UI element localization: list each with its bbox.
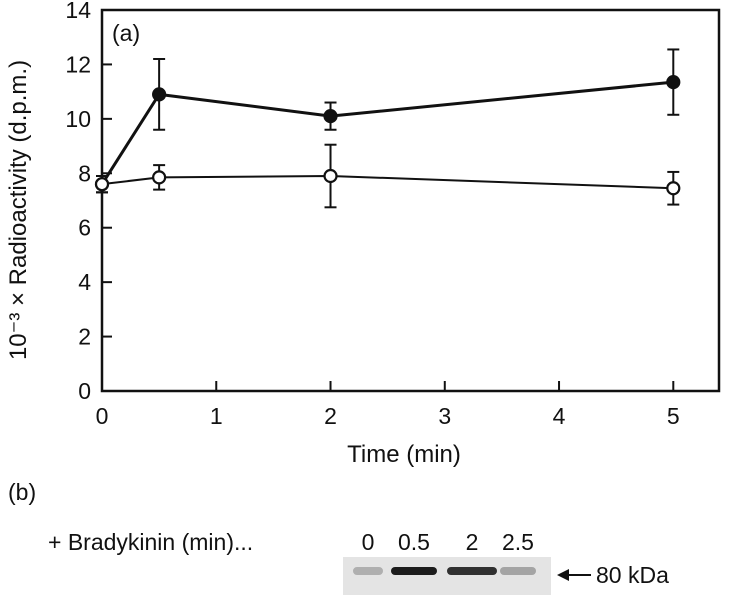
panel-label-b: (b)	[8, 479, 36, 505]
lane-labels: 0 0.5 2 2.5	[362, 529, 534, 555]
x-tick-label: 3	[438, 403, 451, 429]
blot-band	[500, 567, 536, 575]
data-point-open	[94, 177, 110, 192]
blot-band	[447, 567, 497, 575]
y-tick-label: 6	[78, 215, 91, 241]
lane-label: 2.5	[502, 529, 534, 555]
series-open	[94, 143, 681, 209]
y-axis-ticks: 0 2 4 6 8 10 12 14	[65, 0, 112, 404]
lane-label: 0.5	[398, 529, 430, 555]
blot-band	[391, 567, 437, 575]
data-point-open	[323, 168, 338, 184]
panel-label-a: (a)	[112, 20, 140, 46]
data-point-filled	[152, 87, 167, 102]
series-line	[100, 80, 674, 185]
y-tick-label: 12	[65, 51, 91, 77]
lane-label: 2	[466, 529, 479, 555]
data-point-open	[152, 170, 167, 185]
series-line	[101, 175, 674, 190]
x-tick-label: 0	[96, 403, 109, 429]
y-tick-label: 10	[65, 106, 91, 132]
y-tick-label: 0	[78, 378, 91, 404]
x-tick-label: 1	[210, 403, 223, 429]
blot-bands	[353, 567, 536, 575]
x-tick-label: 5	[667, 403, 680, 429]
x-axis-ticks: 0 1 2 3 4 5	[96, 381, 680, 429]
x-tick-label: 2	[324, 403, 337, 429]
lane-label: 0	[362, 529, 375, 555]
y-tick-label: 14	[65, 0, 91, 23]
x-axis-title: Time (min)	[347, 441, 461, 468]
data-point-filled	[323, 109, 338, 124]
data-point-filled	[666, 75, 681, 90]
x-tick-label: 4	[553, 403, 566, 429]
series-layer	[94, 48, 681, 209]
y-tick-label: 8	[78, 160, 91, 186]
y-axis-title: 10⁻³ × Radioactivity (d.p.m.)	[5, 60, 32, 360]
data-point-open	[666, 181, 681, 196]
series-filled	[94, 48, 681, 194]
blot-band	[353, 567, 383, 575]
blot-panel-b: (b) + Bradykinin (min)... 0 0.5 2 2.5 80 kD…	[8, 479, 669, 595]
marker-label: 80 kDa	[596, 562, 669, 588]
y-tick-label: 2	[78, 324, 91, 350]
blot-membrane	[343, 557, 551, 595]
y-tick-label: 4	[78, 269, 91, 295]
treatment-label: + Bradykinin (min)...	[48, 529, 253, 555]
plot-frame	[100, 8, 721, 393]
marker-arrow	[557, 569, 591, 581]
